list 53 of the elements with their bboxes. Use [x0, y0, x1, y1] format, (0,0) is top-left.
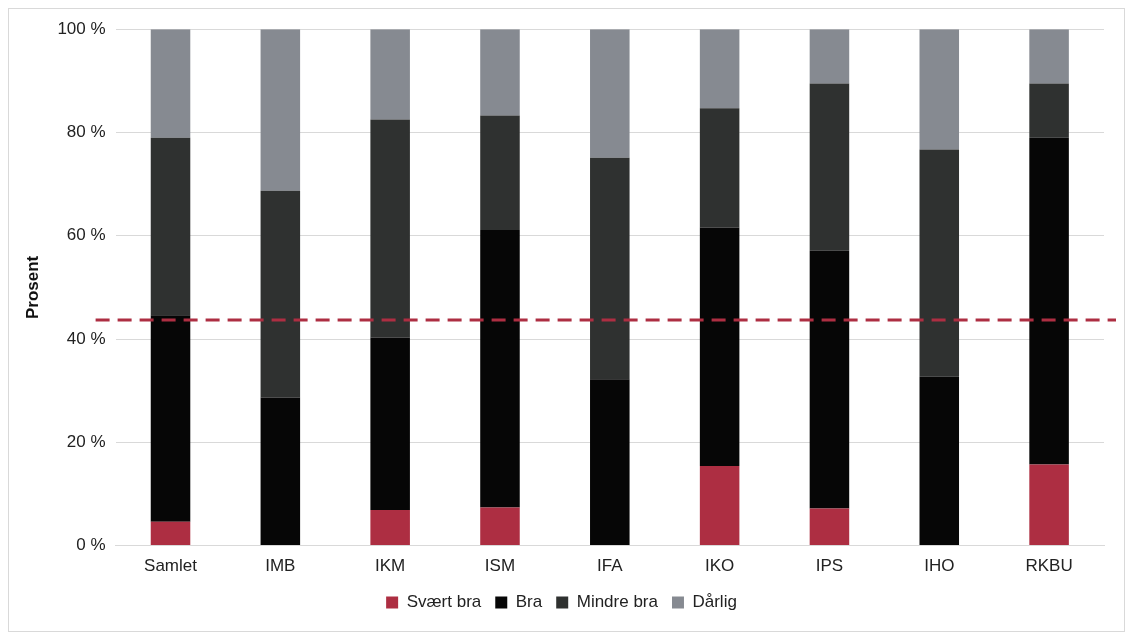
x-tick-label: IKM — [375, 556, 406, 576]
x-tick-label: IKO — [704, 556, 735, 576]
bar — [480, 29, 520, 116]
y-tick-label: 40 % — [66, 328, 106, 348]
bar — [809, 83, 850, 251]
bar — [1029, 83, 1069, 138]
y-tick-label: 100 % — [57, 18, 106, 38]
bar — [590, 379, 630, 546]
bar — [370, 119, 410, 338]
bar — [370, 337, 410, 510]
x-tick-label: IFA — [597, 556, 624, 576]
bar — [699, 108, 740, 228]
y-tick-label: 0 % — [76, 535, 106, 555]
bar — [1029, 464, 1069, 546]
bar — [699, 29, 740, 109]
x-tick-label: ISM — [484, 556, 516, 576]
bar — [1029, 137, 1069, 465]
bar — [480, 230, 520, 508]
bar — [260, 29, 301, 191]
x-tick-label: RKBU — [1025, 556, 1073, 576]
bar — [590, 157, 630, 380]
bar — [370, 29, 410, 120]
bar — [260, 397, 301, 546]
bar — [150, 315, 191, 522]
bar — [260, 190, 301, 398]
legend-label: Dårlig — [692, 592, 737, 612]
bar — [480, 507, 520, 546]
x-tick-label: IHO — [924, 556, 955, 576]
bar — [150, 137, 191, 316]
bar — [919, 29, 960, 150]
bar — [150, 29, 191, 138]
x-tick-label: IMB — [265, 556, 296, 576]
bar — [809, 508, 850, 546]
y-tick-label: 60 % — [66, 225, 106, 245]
bar — [590, 29, 630, 158]
y-tick-label: 80 % — [66, 122, 106, 142]
bar — [150, 521, 191, 546]
x-tick-label: Samlet — [144, 556, 198, 576]
legend-label: Bra — [515, 592, 543, 612]
bar — [699, 466, 740, 546]
legend-label: Mindre bra — [576, 592, 659, 612]
bar — [480, 115, 520, 231]
y-axis-title: Prosent — [22, 255, 42, 320]
bar — [809, 250, 850, 509]
bar — [809, 29, 850, 84]
bar — [699, 227, 740, 467]
bar — [919, 149, 960, 377]
y-tick-label: 20 % — [66, 432, 106, 452]
bar — [370, 509, 410, 546]
legend-label: Svært bra — [406, 592, 482, 612]
bar — [1029, 29, 1069, 84]
x-tick-label: IPS — [815, 556, 844, 576]
bar — [919, 376, 960, 546]
